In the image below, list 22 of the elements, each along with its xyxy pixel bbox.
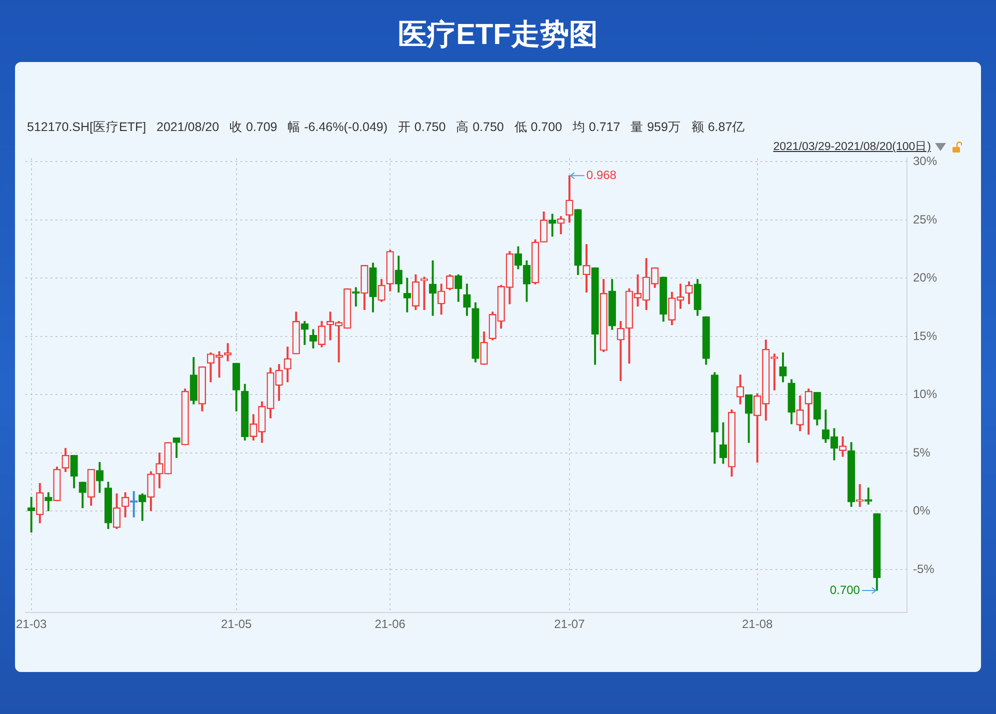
y-tick-label: 25% [912, 212, 938, 226]
y-tick-label: 10% [912, 387, 938, 402]
y-tick-label: 15% [912, 328, 938, 343]
y-tick-label: 5% [912, 445, 931, 460]
candlestick [856, 484, 864, 507]
y-tick-label: 20% [912, 270, 938, 285]
x-tick-label: 21-07 [554, 617, 586, 632]
y-tick-label: -5% [912, 562, 935, 576]
x-tick-label: 21-08 [742, 617, 774, 632]
y-tick-label: 0% [912, 504, 931, 518]
x-tick-label: 21-03 [16, 617, 48, 632]
chart-subtitle: 512170.SH[医疗ETF] 2021/08/20 收 0.709 幅 -6.46%(-0.049) 开 0.750 高 0.750 低 0.700 均 0.717 量 959万 额 6.87亿 [27, 119, 746, 136]
annotation: 0.700 [830, 582, 860, 597]
chart-title: 医疗ETF走势图 [397, 18, 599, 53]
y-tick-label: 30% [912, 154, 938, 168]
x-tick-label: 21-05 [220, 617, 252, 632]
candlestick [352, 287, 360, 306]
candlestick [130, 491, 138, 518]
text: 2021/03/29-2021/08/20(100日) [773, 140, 931, 155]
annotation: 0.968 [586, 168, 617, 182]
candlestick [28, 496, 36, 533]
x-tick-label: 21-06 [374, 617, 406, 632]
